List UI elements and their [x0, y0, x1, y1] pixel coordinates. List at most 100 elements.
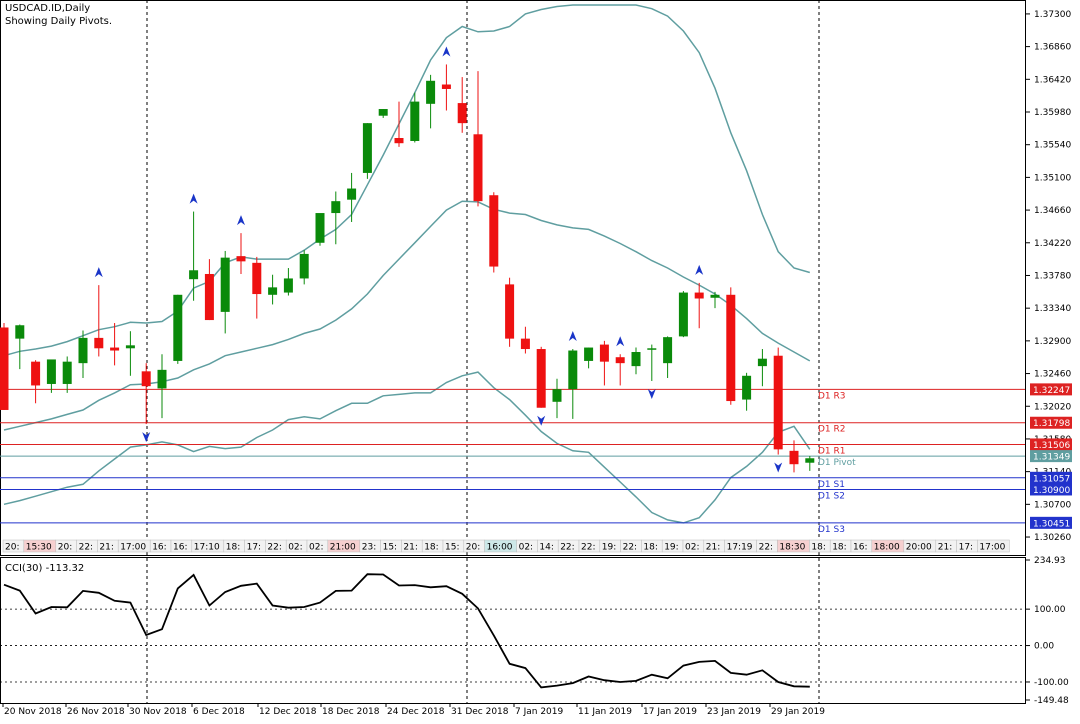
pivot-price-box [1030, 416, 1072, 429]
session-strip-label: 19: [664, 543, 678, 553]
y-tick-label: 1.33780 [1034, 271, 1071, 281]
bollinger-middle-line [3, 200, 811, 431]
fractal-up-arrow [695, 264, 704, 275]
x-tick-label: 31 Dec 2018 [451, 707, 509, 717]
candle-body [805, 458, 815, 463]
fractal-up-arrow [94, 267, 103, 278]
candle-body [378, 109, 388, 116]
pivot-price-label: 1.31057 [1033, 474, 1070, 484]
session-strip-label: 17:19 [727, 543, 753, 553]
session-strip-label: 02: [288, 543, 302, 553]
candle-body [505, 284, 515, 339]
pivot-price-label: 1.31798 [1033, 419, 1070, 429]
session-strip-label: 22: [581, 543, 595, 553]
candle-body [631, 352, 641, 367]
candle-body [157, 369, 167, 389]
y-tick-label: 1.35100 [1034, 173, 1071, 183]
candle-body [473, 134, 483, 202]
pivot-price-box [1030, 450, 1072, 463]
pivot-label: D1 R2 [818, 425, 846, 435]
x-tick-label: 30 Nov 2018 [129, 707, 187, 717]
session-strip-label: 20: [466, 543, 480, 553]
fractal-down-arrow [647, 388, 656, 399]
session-strip-cell [977, 539, 1010, 553]
session-strip-label: 18: [811, 543, 825, 553]
x-tick-label: 24 Dec 2018 [387, 707, 445, 717]
session-strip-label: 18: [226, 543, 240, 553]
candle-body [283, 278, 293, 293]
session-strip-label: 15:30 [26, 543, 52, 553]
session-strip-label: 18: [643, 543, 657, 553]
fractal-down-arrow [142, 432, 151, 443]
cci-y-tick-label: -100.00 [1034, 678, 1069, 688]
pivot-price-label: 1.30900 [1033, 486, 1070, 496]
candle-body [252, 262, 262, 295]
session-strip-label: 17: [959, 543, 973, 553]
y-tick-label: 1.32900 [1034, 337, 1071, 347]
session-strip-label: 22: [79, 543, 93, 553]
pivot-price-box [1030, 516, 1072, 529]
session-strip-label: 16: [152, 543, 166, 553]
candle-body [347, 188, 357, 200]
session-strip-label: 15: [445, 543, 459, 553]
x-tick-label: 26 Nov 2018 [67, 707, 125, 717]
cci-line [3, 573, 810, 689]
fractal-up-arrow [189, 193, 198, 204]
y-tick-label: 1.33340 [1034, 304, 1071, 314]
pivots-subtitle: Showing Daily Pivots. [5, 16, 113, 27]
candle-body [599, 344, 609, 362]
session-strip-label: 22: [560, 543, 574, 553]
bollinger-upper-line [3, 4, 811, 357]
y-tick-label: 1.32460 [1034, 370, 1071, 380]
candle-body [141, 371, 151, 387]
cci-y-tick-label: 234.93 [1034, 556, 1066, 566]
x-tick-label: 20 Nov 2018 [4, 707, 62, 717]
candle-body [46, 359, 56, 384]
pivot-label: D1 R1 [818, 446, 846, 456]
session-strip-label: 18: [424, 543, 438, 553]
x-tick-label: 7 Jan 2019 [515, 707, 563, 717]
candle-body [489, 195, 499, 267]
fractal-down-arrow [537, 415, 546, 426]
session-strip-label: 14: [539, 543, 553, 553]
cci-y-tick-label: -149.48 [1034, 696, 1069, 706]
pivot-price-box [1030, 383, 1072, 396]
pivot-label: D1 Pivot [818, 458, 856, 468]
candle-body [362, 123, 372, 173]
session-strip-label: 22: [267, 543, 281, 553]
x-tick-label: 17 Jan 2019 [643, 707, 697, 717]
candle-body [315, 213, 325, 243]
fractal-up-arrow [442, 46, 451, 57]
session-strip-label: 16: [173, 543, 187, 553]
session-strip-label: 20: [58, 543, 72, 553]
session-strip-label: 17:00 [120, 543, 146, 553]
price-panel-frame [0, 0, 1026, 556]
cci-panel-frame [0, 557, 1026, 704]
session-strip-label: 02: [685, 543, 699, 553]
x-tick-label: 11 Jan 2019 [578, 707, 632, 717]
candle-body [647, 348, 657, 350]
pivot-price-box [1030, 483, 1072, 496]
candle-body [710, 294, 720, 298]
candle-body [584, 347, 594, 361]
pivot-price-box [1030, 471, 1072, 484]
session-strip-label: 17:10 [194, 543, 220, 553]
session-strip-label: 21:00 [330, 543, 356, 553]
candle-body [394, 138, 404, 144]
session-strip-label: 19: [602, 543, 616, 553]
fractal-up-arrow [568, 331, 577, 342]
candle-body [726, 294, 736, 402]
pivot-price-label: 1.31349 [1033, 453, 1070, 463]
candle-body [410, 101, 420, 141]
y-tick-label: 1.37300 [1034, 10, 1071, 20]
session-strip-label: 23: [362, 543, 376, 553]
candle-body [520, 338, 530, 350]
candle-body [110, 347, 120, 351]
candle-body [31, 361, 41, 386]
candle-body [552, 389, 562, 402]
y-tick-label: 1.30700 [1034, 500, 1071, 510]
candle-body [236, 256, 246, 262]
candle-body [789, 450, 799, 465]
session-strip-label: 15: [383, 543, 397, 553]
